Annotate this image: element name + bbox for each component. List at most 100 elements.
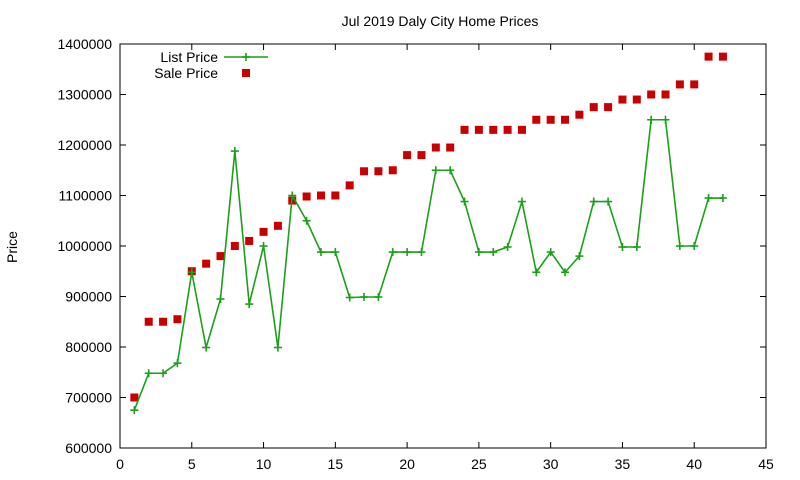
legend-square-sample xyxy=(242,69,250,77)
sale-price-point xyxy=(561,115,570,124)
x-tick-label: 40 xyxy=(686,456,702,472)
list-price-point xyxy=(503,243,512,252)
sale-price-point xyxy=(446,143,455,152)
list-price-point xyxy=(661,115,670,124)
list-price-point xyxy=(517,197,526,206)
sale-price-point xyxy=(718,52,727,61)
sale-price-point xyxy=(302,192,311,201)
list-price-point xyxy=(345,293,354,302)
list-price-point xyxy=(718,194,727,203)
sale-price-point xyxy=(144,317,153,326)
sale-price-point xyxy=(575,110,584,119)
list-price-point xyxy=(589,197,598,206)
sale-price-point xyxy=(460,125,469,134)
y-tick-label: 1100000 xyxy=(59,188,113,204)
sale-price-point xyxy=(489,125,498,134)
list-price-point xyxy=(704,194,713,203)
list-price-point xyxy=(532,268,541,277)
list-price-point xyxy=(374,293,383,302)
x-tick-label: 5 xyxy=(188,456,196,472)
chart-title: Jul 2019 Daly City Home Prices xyxy=(342,13,539,29)
x-tick-label: 10 xyxy=(256,456,272,472)
x-tick-label: 45 xyxy=(758,456,774,472)
list-price-point xyxy=(431,166,440,175)
y-tick-label: 1300000 xyxy=(57,87,112,103)
sale-price-point xyxy=(331,191,340,200)
axis-ticks: 0 5 10 15 20 25 30 35 40 45 600000 700000 800000 9000… xyxy=(57,36,774,472)
x-tick-label: 30 xyxy=(543,456,559,472)
sale-price-point xyxy=(159,317,168,326)
list-price-point xyxy=(202,343,211,352)
list-price-point xyxy=(245,300,254,309)
list-price-point xyxy=(216,295,225,304)
list-price-point xyxy=(690,242,699,250)
list-price-point xyxy=(446,166,455,175)
list-price-point xyxy=(647,115,656,124)
sale-price-point xyxy=(230,242,239,250)
list-price-point xyxy=(316,248,325,257)
sale-price-point xyxy=(316,191,325,200)
list-price-point xyxy=(474,248,483,257)
x-tick-label: 25 xyxy=(471,456,487,472)
sale-price-point xyxy=(259,227,268,236)
list-price-point xyxy=(288,191,297,200)
list-price-point xyxy=(561,268,570,277)
sale-price-point xyxy=(245,236,254,245)
list-price-point xyxy=(388,248,397,257)
sale-price-point xyxy=(661,90,670,99)
list-price-point xyxy=(546,248,555,257)
list-price-point xyxy=(675,242,684,250)
list-price-point xyxy=(417,248,426,257)
list-price-point xyxy=(187,268,196,277)
legend-label: List Price xyxy=(160,49,218,65)
sale-price-point xyxy=(173,315,182,324)
sale-price-point xyxy=(388,166,397,175)
list-price-point xyxy=(618,243,627,252)
list-price-point xyxy=(273,343,282,352)
list-price-point xyxy=(173,359,182,368)
y-tick-label: 1400000 xyxy=(57,36,112,52)
list-price-point xyxy=(403,248,412,257)
sale-price-point xyxy=(273,221,282,230)
sale-price-point xyxy=(647,90,656,99)
plot-area-frame xyxy=(119,43,767,449)
sale-price-point xyxy=(216,252,225,261)
x-tick-label: 35 xyxy=(615,456,631,472)
list-price-point xyxy=(460,197,469,206)
sale-price-point xyxy=(431,143,440,152)
y-tick-label: 900000 xyxy=(65,289,112,305)
y-tick-label: 1000000 xyxy=(57,238,112,254)
x-tick-label: 15 xyxy=(328,456,344,472)
sale-price-point xyxy=(403,151,412,160)
list-price-point xyxy=(632,243,641,252)
sale-price-point xyxy=(345,181,354,190)
sale-price-point xyxy=(532,115,541,124)
sale-price-point xyxy=(604,103,613,112)
list-price-line xyxy=(133,118,723,411)
sale-price-point xyxy=(690,80,699,89)
sale-price-point xyxy=(517,125,526,134)
list-price-point xyxy=(259,242,268,250)
list-price-point xyxy=(130,406,139,415)
data-series xyxy=(130,52,727,415)
sale-price-point xyxy=(632,95,641,104)
list-price-point xyxy=(159,369,168,378)
list-price-point xyxy=(144,369,153,378)
sale-price-point xyxy=(360,167,369,176)
sale-price-point xyxy=(130,393,139,402)
x-tick-label: 20 xyxy=(399,456,415,472)
y-axis-label: Price xyxy=(4,231,20,263)
sale-price-point xyxy=(675,80,684,89)
sale-price-point xyxy=(546,115,555,124)
legend-cross-sample xyxy=(242,53,250,61)
x-tick-label: 0 xyxy=(116,456,124,472)
y-tick-label: 800000 xyxy=(65,339,112,355)
sale-price-point xyxy=(202,259,211,268)
list-price-point xyxy=(360,293,369,302)
list-price-point xyxy=(230,147,239,156)
sale-price-point xyxy=(503,125,512,134)
sale-price-point xyxy=(618,95,627,104)
sale-price-point xyxy=(374,167,383,176)
